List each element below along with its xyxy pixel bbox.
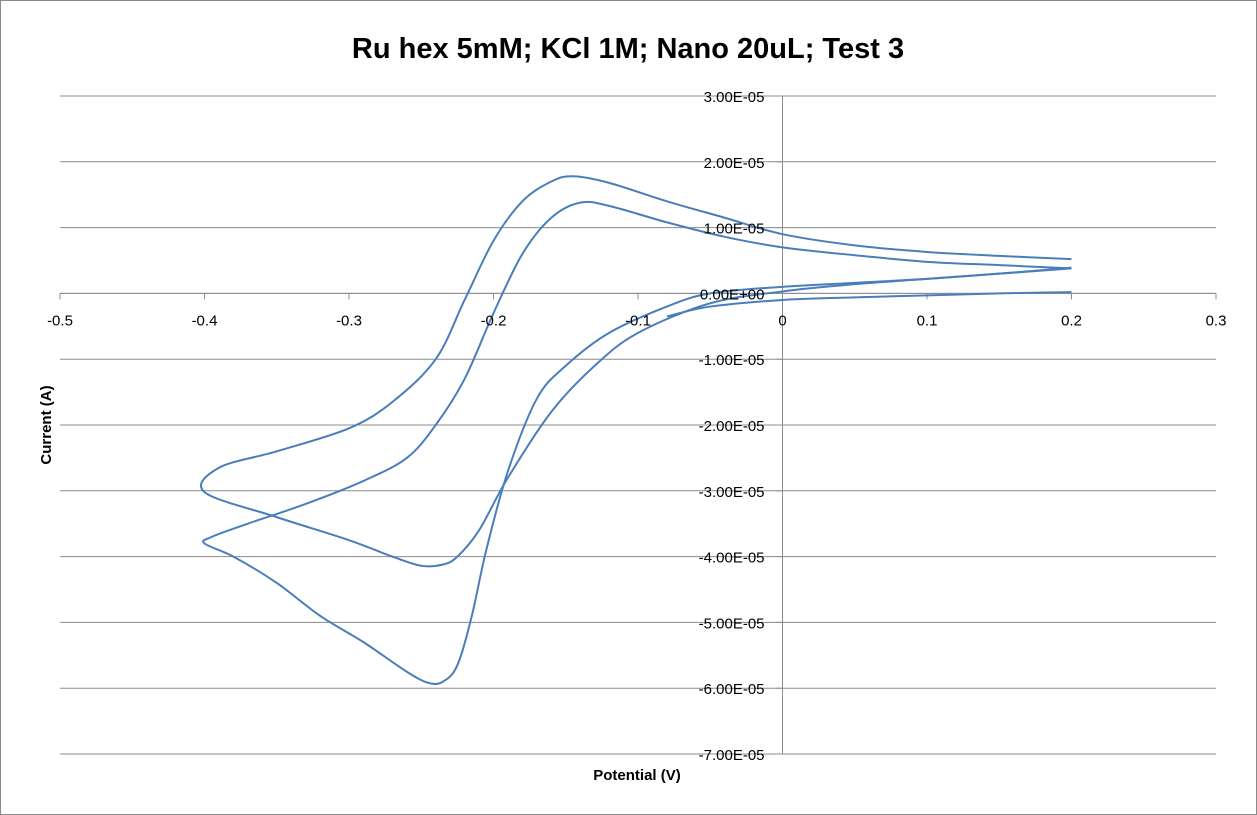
gridlines — [60, 95, 1216, 755]
y-tick-label: -7.00E-05 — [699, 747, 765, 764]
x-tick-label: -0.3 — [336, 312, 362, 329]
data-series — [200, 175, 1072, 686]
series-line-2 — [666, 291, 1072, 318]
tick-labels: -0.5 -0.4 -0.3 -0.2 -0.1 0 0.1 0.2 0.3 3.00E-05 2.… — [47, 89, 1226, 764]
x-tick-label: 0.1 — [917, 312, 938, 329]
y-tick-label: -6.00E-05 — [699, 681, 765, 698]
x-tick-label: -0.2 — [481, 312, 507, 329]
y-axis-label: Current (A) — [38, 385, 55, 464]
chart-title: Ru hex 5mM; KCl 1M; Nano 20uL; Test 3 — [352, 33, 904, 65]
y-tick-label: -4.00E-05 — [699, 550, 765, 567]
x-tick-label: 0.2 — [1061, 312, 1082, 329]
y-tick-label: 2.00E-05 — [704, 155, 765, 172]
x-axis-label: Potential (V) — [593, 767, 681, 784]
series-line-1 — [202, 200, 1072, 686]
y-tick-label: -2.00E-05 — [699, 418, 765, 435]
y-tick-label: 3.00E-05 — [704, 89, 765, 106]
y-tick-label: 1.00E-05 — [704, 221, 765, 238]
series-line-0 — [200, 175, 1072, 568]
y-tick-label: 0.00E+00 — [700, 286, 765, 303]
x-tick-label: -0.5 — [47, 312, 73, 329]
x-tick-label: 0 — [778, 312, 786, 329]
x-tick-label: -0.1 — [625, 312, 651, 329]
y-tick-label: -1.00E-05 — [699, 352, 765, 369]
x-tick-label: -0.4 — [192, 312, 218, 329]
x-tick-label: 0.3 — [1206, 312, 1227, 329]
y-tick-label: -3.00E-05 — [699, 484, 765, 501]
y-tick-label: -5.00E-05 — [699, 615, 765, 632]
